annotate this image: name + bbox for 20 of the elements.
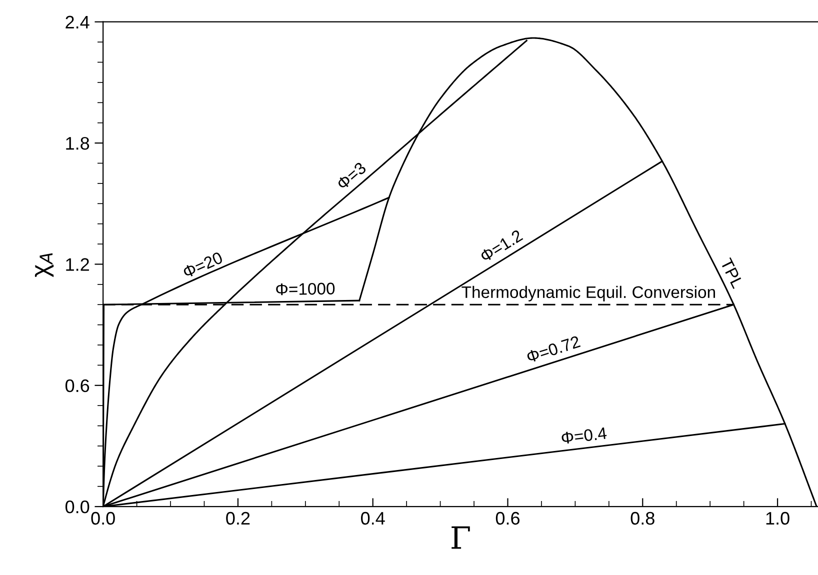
- annotation: Φ=0.72: [526, 336, 581, 364]
- annotation: TPL: [720, 257, 744, 289]
- annotation: Φ=1000: [276, 282, 335, 296]
- annotation: Thermodynamic Equil. Conversion: [462, 286, 715, 302]
- y-tick-label: 0.6: [65, 379, 90, 392]
- x-axis-title: Γ: [452, 526, 470, 549]
- annotation: Φ=20: [182, 251, 224, 278]
- x-tick-label: 0.0: [91, 512, 115, 525]
- y-tick-label: 1.2: [66, 258, 89, 271]
- annotation: Φ=0.4: [561, 427, 607, 444]
- y-tick-label: 1.8: [66, 136, 90, 150]
- x-tick-label: 0.4: [361, 512, 385, 525]
- x-tick-label: 1.0: [766, 512, 790, 525]
- y-tick-label: 2.4: [66, 16, 90, 28]
- y-axis-title: χ$_{A}$: [34, 253, 54, 278]
- annotation: Φ=3: [336, 161, 367, 190]
- x-tick-label: 0.8: [630, 512, 654, 525]
- x-tick-label: 0.6: [496, 512, 520, 525]
- y-tick-label: 0.0: [65, 500, 90, 514]
- x-tick-label: 0.2: [226, 512, 250, 525]
